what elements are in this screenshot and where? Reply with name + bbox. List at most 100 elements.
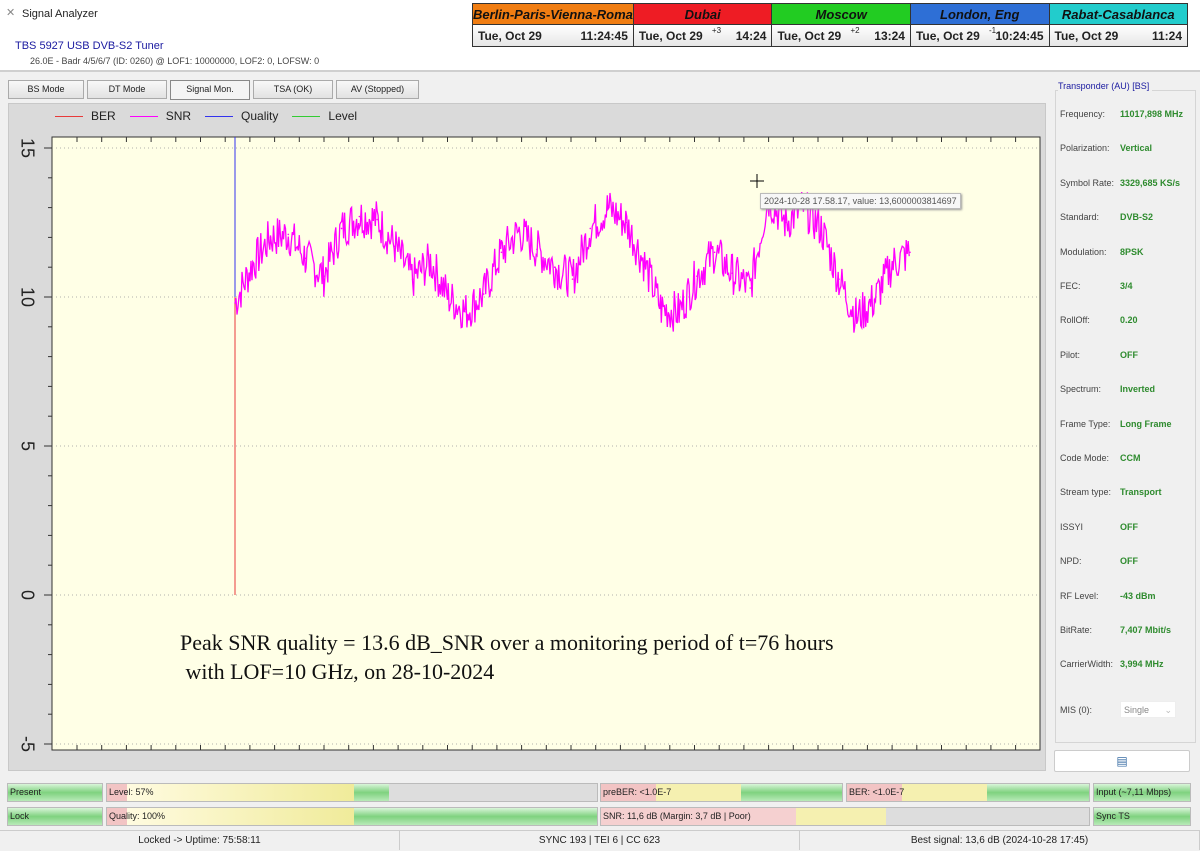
tab-dt-mode[interactable]: DT Mode <box>87 80 167 99</box>
clock-date: Tue, Oct 29 <box>478 28 542 43</box>
row-value: Long Frame <box>1120 418 1172 429</box>
mis-label: MIS (0): <box>1060 705 1093 715</box>
snr-point <box>838 278 840 280</box>
transponder-row: Spectrum: Inverted <box>1060 384 1195 394</box>
clock-city: Moscow <box>772 4 910 25</box>
transponder-row: Standard: DVB-S2 <box>1060 212 1195 222</box>
snr-point <box>678 311 680 313</box>
snr-point <box>518 230 521 233</box>
tab-bs-mode[interactable]: BS Mode <box>8 80 84 99</box>
snr-point <box>234 302 236 304</box>
transponder-row: RF Level: -43 dBm <box>1060 591 1195 601</box>
row-value: 3,994 MHz <box>1120 659 1164 670</box>
row-label: Frame Type: <box>1060 418 1111 429</box>
transponder-row: Code Mode: CCM <box>1060 453 1195 463</box>
lock-indicator: Lock <box>7 807 103 826</box>
row-label: Code Mode: <box>1060 453 1110 463</box>
snr-point <box>305 257 307 260</box>
status-sync: SYNC 193 | TEI 6 | CC 623 <box>400 831 800 850</box>
mis-value: Single <box>1124 705 1150 715</box>
row-value: 7,407 Mbit/s <box>1120 625 1172 635</box>
transponder-row: BitRate: 7,407 Mbit/s <box>1060 625 1195 635</box>
transponder-row: FEC: 3/4 <box>1060 281 1195 291</box>
snr-point <box>411 278 414 280</box>
clock-1: Dubai Tue, Oct 29 +3 14:24 <box>633 4 773 46</box>
clock-date: Tue, Oct 29 <box>915 28 980 43</box>
legend-label: Level <box>328 109 358 123</box>
row-value: CCM <box>1120 453 1141 463</box>
snr-point <box>713 251 716 254</box>
transponder-row: Frequency: 11017,898 MHz <box>1060 109 1195 119</box>
clock-time: 13:24 <box>874 28 905 43</box>
row-value: DVB-S2 <box>1120 212 1154 223</box>
snr-bar: SNR: 11,6 dB (Margin: 3,7 dB | Poor) <box>600 807 1090 826</box>
snr-point <box>553 266 556 269</box>
snr-point <box>269 236 272 239</box>
legend-label: SNR <box>165 109 192 123</box>
sync-indicator: Sync TS <box>1093 807 1191 826</box>
clock-city: Berlin-Paris-Vienna-Roma <box>473 4 633 25</box>
panel-toggle-button[interactable]: ▤ <box>1054 750 1190 772</box>
clock-offset: +2 <box>850 26 860 35</box>
annotation-line-1: Peak SNR quality = 13.6 dB_SNR over a mo… <box>180 630 834 655</box>
legend-label: BER <box>91 109 116 123</box>
y-tick-label: 5 <box>17 441 37 451</box>
row-label: BitRate: <box>1060 625 1093 635</box>
transponder-row: Modulation: 8PSK <box>1060 247 1195 257</box>
snr-point <box>909 251 911 254</box>
clock-4: Rabat-Casablanca Tue, Oct 29 11:24 <box>1049 4 1188 46</box>
mode-tabs: BS Mode DT Mode Signal Mon. TSA (OK) AV … <box>8 80 419 100</box>
status-uptime: Locked -> Uptime: 75:58:11 <box>0 831 400 850</box>
clock-city: Dubai <box>633 4 772 25</box>
clock-offset: +3 <box>711 26 722 35</box>
snr-chart[interactable]: 15 10 5 0 -5 <box>0 0 1050 780</box>
chevron-down-icon: ⌄ <box>1164 705 1172 715</box>
ber-bar: BER: <1.0E-7 <box>846 783 1090 802</box>
transponder-row: Polarization: Vertical <box>1060 143 1195 153</box>
status-best-signal: Best signal: 13,6 dB (2024-10-28 17:45) <box>800 831 1200 850</box>
clock-time: 10:24:45 <box>995 28 1044 43</box>
clock-0: Berlin-Paris-Vienna-Roma Tue, Oct 29 11:2… <box>473 4 634 46</box>
row-label: FEC: <box>1060 281 1081 291</box>
chart-annotation: Peak SNR quality = 13.6 dB_SNR over a mo… <box>180 628 834 686</box>
snr-point <box>394 245 396 248</box>
row-value: 0.20 <box>1120 315 1138 326</box>
legend-label: Quality <box>241 109 279 123</box>
snr-point <box>589 227 592 230</box>
clock-date: Tue, Oct 29 <box>1054 28 1119 43</box>
app-icon: ✕ <box>6 7 16 19</box>
snr-point <box>323 275 325 277</box>
row-value: OFF <box>1120 521 1138 532</box>
snr-point <box>660 308 663 310</box>
snr-point <box>429 260 432 263</box>
tab-av[interactable]: AV (Stopped) <box>336 80 419 99</box>
clock-city: Rabat-Casablanca <box>1049 4 1188 25</box>
row-value: Transport <box>1120 487 1162 498</box>
status-bar: Locked -> Uptime: 75:58:11 SYNC 193 | TE… <box>0 830 1200 850</box>
transponder-row: Symbol Rate: 3329,685 KS/s <box>1060 178 1195 188</box>
tab-signal-mon[interactable]: Signal Mon. <box>170 80 250 100</box>
row-label: Standard: <box>1060 212 1100 223</box>
clock-time: 11:24:45 <box>580 28 628 43</box>
snr-point <box>500 251 503 254</box>
row-value: OFF <box>1120 349 1138 360</box>
transponder-row: Frame Type: Long Frame <box>1060 419 1195 429</box>
y-tick-label: -5 <box>17 736 37 752</box>
tuner-info: 26.0E - Badr 4/5/6/7 (ID: 0260) @ LOF1: … <box>30 56 320 66</box>
row-label: NPD: <box>1060 556 1082 567</box>
snr-point <box>447 296 449 298</box>
snr-point <box>607 206 609 209</box>
level-bar: Level: 57% <box>106 783 598 802</box>
transponder-row: Stream type: Transport <box>1060 487 1195 497</box>
row-label: CarrierWidth: <box>1060 659 1114 670</box>
tab-tsa[interactable]: TSA (OK) <box>253 80 333 99</box>
row-value: Inverted <box>1120 384 1156 395</box>
clock-time: 14:24 <box>735 28 767 43</box>
chart-tooltip: 2024-10-28 17.58.17, value: 13,600000381… <box>760 193 961 209</box>
mis-select[interactable]: Single ⌄ <box>1120 701 1176 718</box>
snr-point <box>251 263 254 266</box>
row-value: 11017,898 MHz <box>1120 109 1184 119</box>
chart-legend: BER SNR Quality Level <box>55 109 357 123</box>
snr-point <box>873 299 876 301</box>
row-value: 3329,685 KS/s <box>1120 177 1181 188</box>
